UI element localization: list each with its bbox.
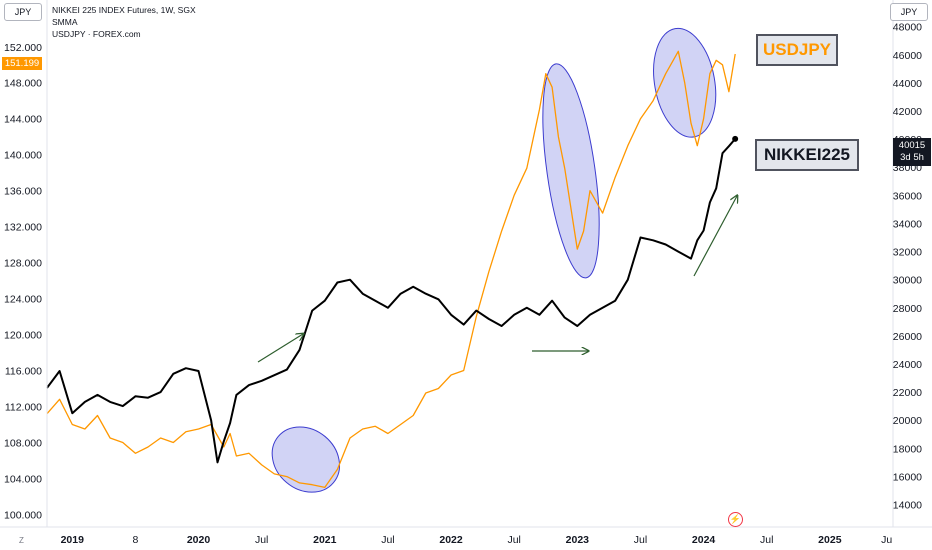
legend-usdjpy: USDJPY [756,34,838,66]
right-tick-label: 24000 [893,359,922,371]
x-tick-label: 2019 [61,534,85,546]
left-tick-label: 148.000 [4,78,42,90]
compare-line: USDJPY · FOREX.com [52,29,141,39]
right-tick-label: 36000 [893,190,922,202]
x-tick-label: 2022 [439,534,463,546]
x-tick-label: 2021 [313,534,337,546]
left-tick-label: 108.000 [4,437,42,449]
currency-button-left[interactable]: JPY [4,3,42,21]
bar-countdown: 3d 5h [900,152,924,163]
right-tick-label: 20000 [893,415,922,427]
right-tick-label: 44000 [893,78,922,90]
x-tick-label: Jul [507,534,520,546]
symbol-line: NIKKEI 225 INDEX Futures, 1W, SGX [52,5,196,15]
trend-arrows [257,196,737,363]
right-tick-label: 16000 [893,471,922,483]
left-tick-label: 136.000 [4,186,42,198]
nikkei-price-tag: 40015 3d 5h [893,138,931,166]
left-tick-label: 120.000 [4,330,42,342]
tick-labels: 100.000 104.000 108.000 112.000 116.000 120.0… [4,6,922,546]
nikkei-last-point [732,135,739,142]
right-tick-label: 26000 [893,331,922,343]
left-tick-label: 104.000 [4,473,42,485]
left-tick-label: 124.000 [4,294,42,306]
x-tick-label: 2024 [692,534,716,546]
highlight-ellipse [542,63,600,279]
chart-header: NIKKEI 225 INDEX Futures, 1W, SGX SMMA U… [52,4,196,40]
left-tick-label: 100.000 [4,509,42,521]
left-tick-label: 152.000 [4,42,42,54]
left-tick-label: 112.000 [5,401,42,413]
lightning-icon[interactable]: ⚡ [728,512,743,527]
usdjpy-price-tag: 151.199 [2,57,42,70]
series-lines [46,50,739,489]
nikkei-price-value: 40015 [898,140,926,151]
trend-arrow [257,334,303,363]
left-tick-label: 144.000 [4,114,42,126]
right-tick-label: 42000 [893,106,922,118]
usdjpy-series-line [46,50,736,489]
x-tick-label: Jul [634,534,647,546]
left-tick-label: 128.000 [4,258,42,270]
left-tick-label: 116.000 [5,366,42,378]
highlight-ellipse [271,426,341,493]
x-tick-label: 2020 [187,534,211,546]
right-tick-label: 14000 [893,500,922,512]
right-tick-label: 34000 [893,218,922,230]
right-tick-label: 46000 [893,50,922,62]
x-tick-label: 2023 [566,534,590,546]
left-tick-label: 132.000 [4,222,42,234]
left-tick-label: 140.000 [4,150,42,162]
nikkei-series-line [46,138,736,464]
x-tick-label: Jul [381,534,394,546]
timezone-z-label[interactable]: Z [19,536,24,545]
axes [0,0,932,528]
legend-nikkei: NIKKEI225 [755,139,859,171]
right-tick-label: 30000 [893,275,922,287]
indicator-line: SMMA [52,17,78,27]
trend-arrow [693,196,737,277]
x-tick-label: Jul [255,534,268,546]
right-tick-label: 18000 [893,443,922,455]
currency-button-right[interactable]: JPY [890,3,928,21]
x-tick-label: Ju [881,534,892,546]
right-tick-label: 22000 [893,387,922,399]
x-tick-label: 2025 [818,534,842,546]
right-tick-label: 48000 [893,22,922,34]
x-tick-label: Jul [760,534,773,546]
right-tick-label: 32000 [893,247,922,259]
right-tick-label: 28000 [893,303,922,315]
x-tick-label: 8 [132,534,138,546]
